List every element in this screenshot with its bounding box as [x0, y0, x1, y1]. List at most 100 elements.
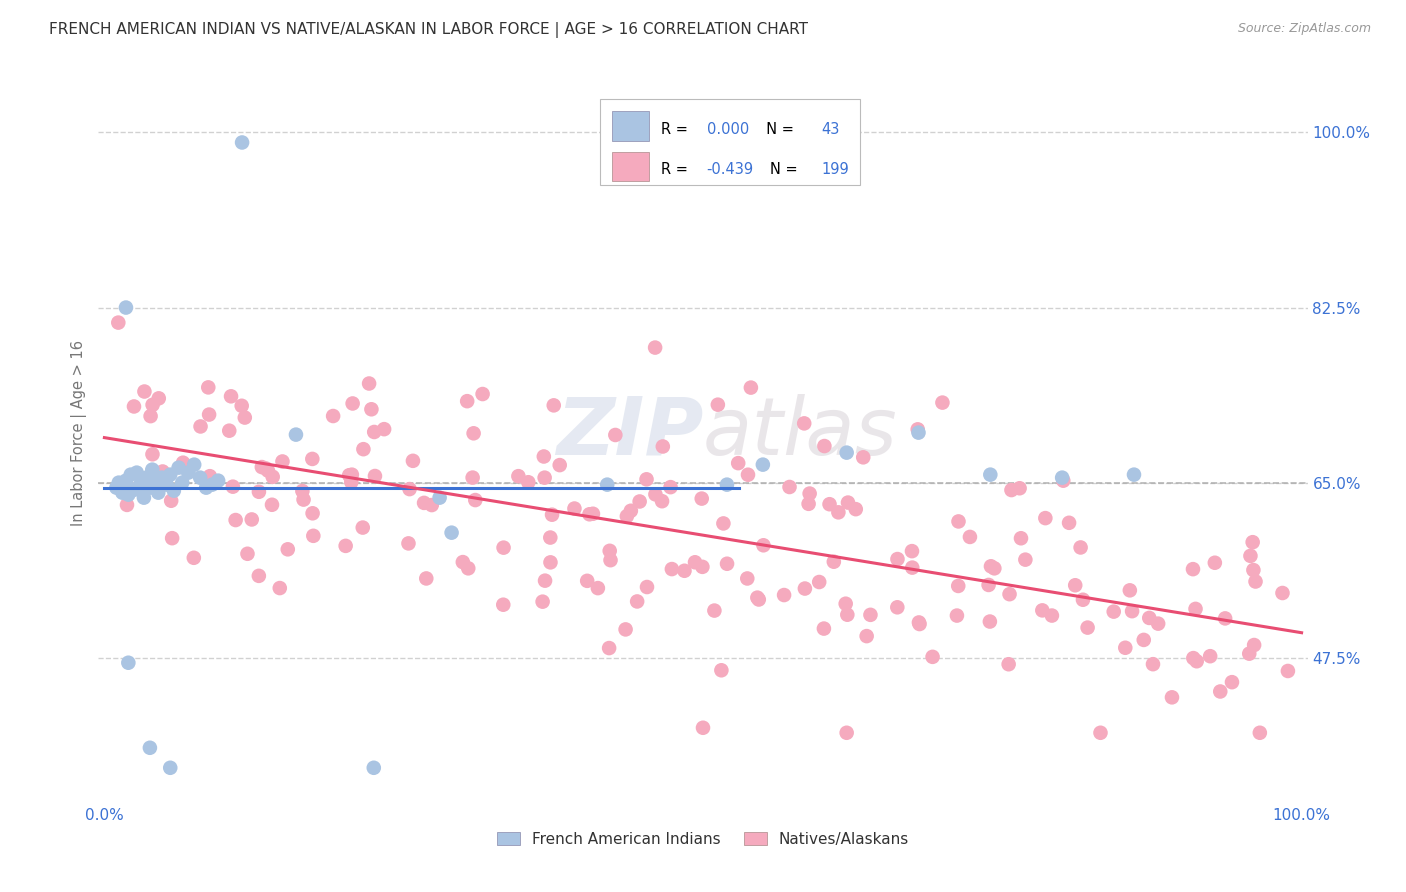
- Point: [148, 485, 170, 500]
- Point: [651, 440, 673, 454]
- Point: [908, 617, 931, 632]
- Point: [195, 481, 218, 495]
- Point: [835, 725, 858, 739]
- Point: [159, 467, 181, 482]
- Point: [673, 564, 696, 578]
- Point: [143, 475, 166, 490]
- Point: [855, 629, 877, 643]
- Point: [596, 477, 619, 491]
- Point: [735, 572, 758, 586]
- Point: [139, 481, 162, 495]
- Point: [163, 483, 186, 498]
- Point: [517, 475, 540, 490]
- Point: [690, 491, 713, 506]
- Point: [813, 439, 835, 453]
- Point: [737, 467, 759, 482]
- Point: [1071, 592, 1094, 607]
- Point: [979, 615, 1001, 629]
- Point: [141, 462, 163, 476]
- Point: [105, 481, 128, 495]
- Point: [907, 422, 929, 436]
- Point: [980, 559, 1002, 574]
- Point: [218, 424, 240, 438]
- Text: atlas: atlas: [703, 393, 898, 472]
- Point: [747, 591, 769, 605]
- Point: [420, 498, 443, 512]
- Point: [247, 569, 270, 583]
- Point: [1185, 654, 1208, 668]
- Y-axis label: In Labor Force | Age > 16: In Labor Force | Age > 16: [70, 340, 87, 525]
- Point: [139, 409, 162, 424]
- Point: [548, 458, 571, 472]
- Point: [115, 498, 138, 512]
- Point: [363, 761, 385, 775]
- Point: [342, 396, 364, 410]
- Point: [247, 484, 270, 499]
- Point: [1277, 664, 1299, 678]
- Point: [457, 561, 479, 575]
- Point: [959, 530, 981, 544]
- Point: [1102, 605, 1125, 619]
- Point: [773, 588, 796, 602]
- Point: [413, 496, 436, 510]
- Point: [1249, 725, 1271, 739]
- Point: [1181, 562, 1204, 576]
- Text: R =: R =: [661, 121, 692, 136]
- Point: [225, 513, 247, 527]
- Point: [818, 497, 841, 511]
- Point: [797, 497, 820, 511]
- Point: [845, 502, 868, 516]
- Point: [160, 493, 183, 508]
- Point: [1209, 684, 1232, 698]
- Point: [852, 450, 875, 465]
- Point: [541, 508, 564, 522]
- Point: [340, 475, 363, 490]
- Point: [107, 316, 129, 330]
- Bar: [613, 152, 648, 181]
- Point: [716, 477, 738, 491]
- Point: [1040, 608, 1063, 623]
- Text: N =: N =: [769, 161, 801, 177]
- Point: [716, 557, 738, 571]
- Point: [277, 542, 299, 557]
- Point: [148, 392, 170, 406]
- Point: [152, 465, 174, 479]
- Point: [415, 571, 437, 585]
- Point: [107, 475, 129, 490]
- Text: R =: R =: [661, 161, 692, 177]
- Point: [1031, 603, 1053, 617]
- Text: N =: N =: [758, 121, 799, 136]
- Point: [636, 580, 658, 594]
- Point: [605, 428, 627, 442]
- Point: [808, 574, 831, 589]
- Point: [710, 663, 733, 677]
- Point: [626, 594, 648, 608]
- Point: [292, 492, 315, 507]
- Point: [150, 470, 173, 484]
- Point: [1050, 470, 1073, 484]
- Point: [582, 507, 605, 521]
- Point: [117, 656, 139, 670]
- Point: [659, 480, 682, 494]
- Point: [402, 454, 425, 468]
- Point: [636, 472, 658, 486]
- FancyBboxPatch shape: [600, 99, 860, 185]
- Point: [122, 400, 145, 414]
- Point: [644, 487, 666, 501]
- Point: [707, 398, 730, 412]
- Point: [901, 544, 924, 558]
- Point: [456, 394, 478, 409]
- Point: [799, 486, 821, 500]
- Point: [1241, 563, 1264, 577]
- Legend: French American Indians, Natives/Alaskans: French American Indians, Natives/Alaskan…: [489, 824, 917, 855]
- Point: [576, 574, 599, 588]
- Point: [1008, 481, 1031, 495]
- Point: [352, 520, 374, 534]
- Point: [599, 553, 621, 567]
- Point: [250, 460, 273, 475]
- Point: [543, 398, 565, 412]
- Point: [492, 598, 515, 612]
- Point: [156, 477, 179, 491]
- Point: [301, 451, 323, 466]
- Point: [115, 301, 138, 315]
